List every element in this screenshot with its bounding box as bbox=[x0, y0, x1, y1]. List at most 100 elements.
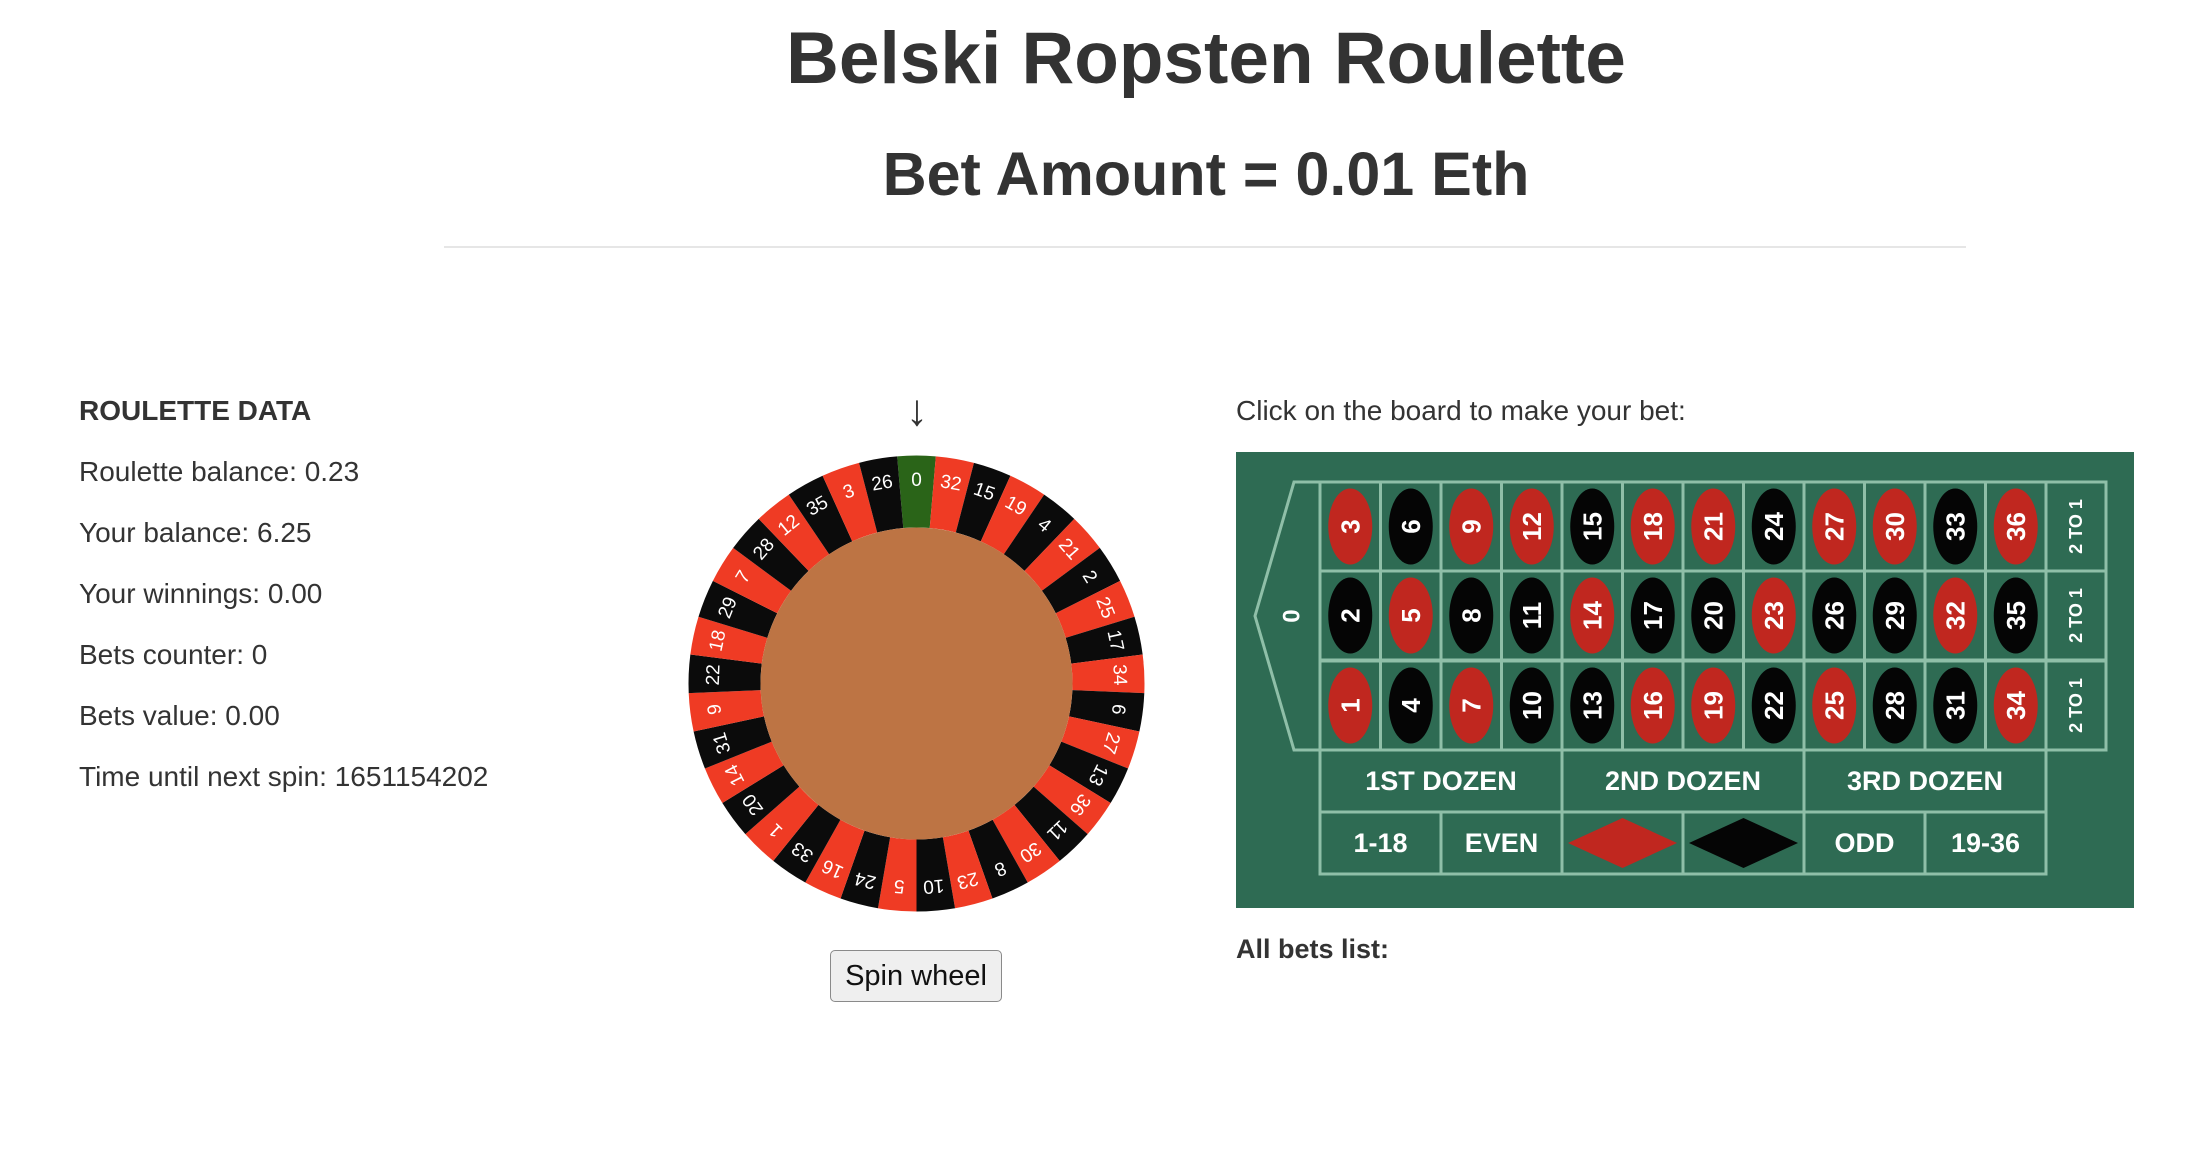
wheel-pocket-13 bbox=[1049, 741, 1129, 804]
wheel-number-26: 26 bbox=[870, 471, 894, 495]
bet-number-chip-5 bbox=[1388, 577, 1433, 654]
bet-number-chip-12 bbox=[1509, 488, 1554, 565]
bet-number-chip-31 bbox=[1933, 667, 1978, 744]
bet-number-chip-24 bbox=[1751, 488, 1796, 565]
wheel-pocket-16 bbox=[805, 819, 865, 899]
bet-number-label-5: 5 bbox=[1396, 608, 1426, 622]
bet-number-chip-4 bbox=[1388, 667, 1433, 744]
bet-number-label-32: 32 bbox=[1940, 601, 1970, 630]
bet-number-chip-7 bbox=[1449, 667, 1494, 744]
wheel-pocket-9 bbox=[688, 690, 765, 732]
wheel-pocket-22 bbox=[688, 654, 762, 694]
bet-outside-label-19-36: 19-36 bbox=[1951, 828, 2020, 858]
wheel-number-32: 32 bbox=[939, 471, 963, 495]
bet-number-chip-33 bbox=[1933, 488, 1978, 565]
betting-board-graphic[interactable]: 03 6 9 12 15 18 21 24 27 30 33 362 5 8 11 14 17 20 23 26 29 3… bbox=[1236, 452, 2134, 908]
wheel-pocket-36 bbox=[1033, 765, 1111, 835]
bet-number-label-27: 27 bbox=[1819, 512, 1849, 541]
bet-number-chip-1 bbox=[1328, 667, 1373, 744]
bet-number-label-6: 6 bbox=[1396, 519, 1426, 533]
bet-red-diamond-icon bbox=[1568, 818, 1677, 868]
bet-number-chip-11 bbox=[1509, 577, 1554, 654]
bet-black-diamond-icon bbox=[1689, 818, 1798, 868]
bet-outside-label-even: EVEN bbox=[1465, 828, 1539, 858]
spin-wheel-button[interactable]: Spin wheel bbox=[830, 950, 1002, 1002]
bet-number-chip-8 bbox=[1449, 577, 1494, 654]
wheel-pocket-18 bbox=[690, 616, 768, 664]
bet-number-label-30: 30 bbox=[1880, 512, 1910, 541]
your-winnings: Your winnings: 0.00 bbox=[79, 578, 323, 609]
all-bets-list bbox=[1236, 972, 2134, 1122]
wheel-number-0: 0 bbox=[911, 470, 922, 491]
bet-column-3[interactable] bbox=[2044, 659, 2108, 752]
bet-number-label-15: 15 bbox=[1577, 512, 1607, 541]
bet-column-label-2: 2 TO 1 bbox=[2066, 588, 2086, 643]
bets-value: Bets value: 0.00 bbox=[79, 700, 280, 731]
wheel-pocket-32 bbox=[929, 456, 974, 533]
wheel-pocket-3 bbox=[822, 462, 878, 542]
bet-number-label-23: 23 bbox=[1759, 601, 1789, 630]
bet-number-label-35: 35 bbox=[2001, 601, 2031, 630]
bet-number-label-12: 12 bbox=[1517, 512, 1547, 541]
bet-number-label-36: 36 bbox=[2001, 512, 2031, 541]
your-balance: Your balance: 6.25 bbox=[79, 517, 312, 548]
board-instruction: Click on the board to make your bet: bbox=[1236, 395, 1686, 426]
bet-column-label-3: 2 TO 1 bbox=[2066, 678, 2086, 733]
bet-dozen-label-3: 3RD DOZEN bbox=[1847, 766, 2003, 796]
wheel-pocket-30 bbox=[992, 804, 1060, 883]
bet-number-label-31: 31 bbox=[1940, 691, 1970, 720]
bet-number-label-10: 10 bbox=[1517, 691, 1547, 720]
bets-counter: Bets counter: 0 bbox=[79, 639, 268, 670]
bet-outside-label-odd: ODD bbox=[1835, 828, 1895, 858]
wheel-pocket-26 bbox=[859, 456, 904, 533]
bet-number-chip-34 bbox=[1993, 667, 2038, 744]
bet-number-chip-17 bbox=[1630, 577, 1675, 654]
bet-number-chip-23 bbox=[1751, 577, 1796, 654]
bet-number-chip-22 bbox=[1751, 667, 1796, 744]
bet-number-chip-20 bbox=[1691, 577, 1736, 654]
wheel-number-23: 23 bbox=[955, 867, 981, 893]
bet-number-chip-35 bbox=[1993, 577, 2038, 654]
wheel-number-22: 22 bbox=[703, 664, 725, 686]
wheel-pocket-23 bbox=[942, 830, 993, 909]
bet-number-label-9: 9 bbox=[1456, 519, 1486, 533]
all-bets-list-title: All bets list: bbox=[1236, 934, 1390, 964]
bet-number-label-4: 4 bbox=[1396, 698, 1426, 713]
wheel-pocket-12 bbox=[758, 494, 830, 571]
betting-board[interactable]: 0 3 6 9 12 15 18 21 24 27 30 33 36 2 5 8 11 14 17 20 23 26 29 3… bbox=[1236, 452, 2134, 908]
wheel-number-34: 34 bbox=[1108, 664, 1130, 686]
bet-dozen-label-1: 1ST DOZEN bbox=[1365, 766, 1517, 796]
wheel-pocket-34 bbox=[1071, 654, 1145, 694]
bet-number-chip-15 bbox=[1570, 488, 1615, 565]
wheel-pocket-31 bbox=[693, 716, 772, 769]
bet-number-label-13: 13 bbox=[1577, 691, 1607, 720]
wheel-pocket-35 bbox=[788, 475, 853, 555]
bet-number-label-2: 2 bbox=[1335, 608, 1365, 622]
header-divider bbox=[444, 246, 1966, 248]
wheel-pocket-27 bbox=[1061, 716, 1140, 769]
bet-number-chip-2 bbox=[1328, 577, 1373, 654]
bet-outside-19-36[interactable] bbox=[1923, 810, 2048, 876]
wheel-pocket-8 bbox=[968, 819, 1028, 899]
bet-number-chip-32 bbox=[1933, 577, 1978, 654]
bet-number-label-7: 7 bbox=[1456, 698, 1486, 712]
wheel-pocket-21 bbox=[1024, 518, 1100, 591]
bet-number-chip-36 bbox=[1993, 488, 2038, 565]
bet-number-chip-6 bbox=[1388, 488, 1433, 565]
bet-number-label-3: 3 bbox=[1335, 519, 1365, 533]
wheel-number-10: 10 bbox=[922, 874, 945, 897]
bet-number-label-34: 34 bbox=[2001, 691, 2031, 720]
wheel-pocket-20 bbox=[722, 765, 800, 835]
wheel-number-9: 9 bbox=[704, 703, 726, 716]
wheel-pocket-25 bbox=[1055, 580, 1135, 638]
roulette-wheel: 0 32 15 19 4 21 2 25 17 34 6 27 13 36 11 30 8 23 10 5 24 16 33… bbox=[686, 453, 1147, 914]
wheel-center bbox=[760, 527, 1073, 840]
wheel-pocket-2 bbox=[1041, 547, 1121, 614]
bet-number-label-29: 29 bbox=[1880, 601, 1910, 630]
wheel-number-17: 17 bbox=[1102, 628, 1127, 653]
roulette-data-heading: ROULETTE DATA bbox=[79, 395, 312, 426]
bet-number-chip-28 bbox=[1872, 667, 1917, 744]
bet-number-chip-29 bbox=[1872, 577, 1917, 654]
bet-number-chip-9 bbox=[1449, 488, 1494, 565]
bet-number-label-22: 22 bbox=[1759, 691, 1789, 720]
